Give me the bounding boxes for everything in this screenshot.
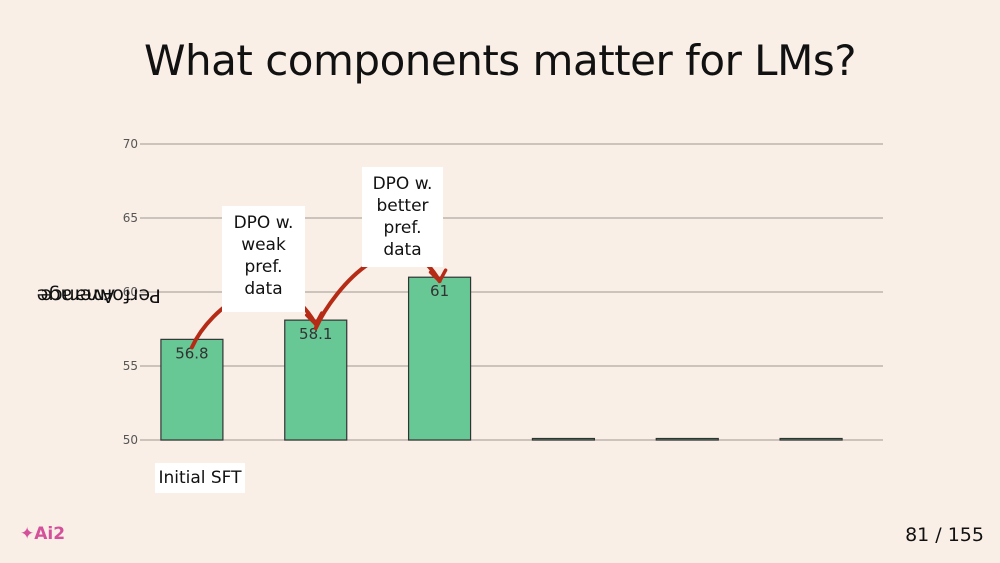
callout-better-pref: DPO w. better pref. data	[362, 167, 443, 267]
callout-weak-line-1: DPO w.	[233, 213, 294, 233]
callout-better-line-1: DPO w.	[372, 174, 433, 194]
data-label-0: 56.8	[175, 344, 208, 362]
page-number: 81 / 155	[905, 524, 984, 546]
bar-1	[284, 319, 348, 441]
bar-5	[779, 437, 843, 441]
bar-0	[160, 338, 224, 441]
callout-weak-pref: DPO w. weak pref. data	[222, 206, 305, 312]
y-tick-label-60: 60	[123, 285, 138, 299]
y-tick-label-65: 65	[123, 211, 138, 225]
arrowhead-1	[428, 268, 448, 283]
bar-2	[407, 276, 472, 441]
data-label-2: 61	[430, 282, 449, 300]
ai2-logo: ✦Ai2	[20, 524, 66, 544]
y-tick-label-50: 50	[123, 433, 138, 447]
callout-weak-line-3: pref. data	[244, 257, 283, 299]
category-label-initial-sft: Initial SFT	[155, 463, 245, 493]
y-axis-label: Average Performance	[36, 225, 160, 365]
slide-title: What components matter for LMs?	[144, 36, 857, 85]
data-labels: 56.8 58.1 61	[175, 282, 449, 362]
y-tick-label-70: 70	[123, 137, 138, 151]
y-tick-labels: 50 55 60 65 70	[123, 137, 138, 447]
y-axis-label-line-2: Performance	[40, 284, 161, 307]
bar-4	[655, 437, 719, 441]
callout-weak-line-2: weak	[241, 235, 286, 255]
callout-better-line-2: better	[376, 196, 429, 216]
callout-better-line-3: pref. data	[383, 218, 422, 260]
bars	[160, 276, 843, 441]
y-tick-label-55: 55	[123, 359, 138, 373]
data-label-1: 58.1	[299, 325, 332, 343]
bar-3	[531, 437, 596, 441]
